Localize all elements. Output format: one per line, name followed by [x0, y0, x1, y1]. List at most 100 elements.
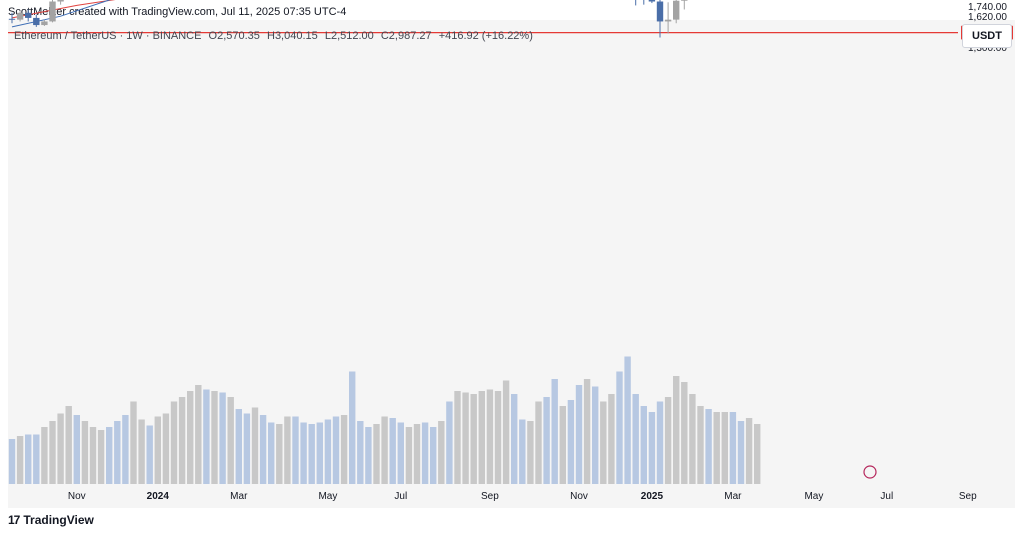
volume-bar [502, 380, 510, 484]
volume-bar [729, 412, 737, 484]
low-value: 2,512.00 [330, 30, 374, 42]
volume-bar [446, 401, 453, 484]
time-tick-label: 2025 [641, 491, 664, 502]
volume-bar [122, 415, 129, 484]
volume-bar [527, 421, 534, 484]
volume-bar [340, 415, 348, 484]
alert-icon [863, 465, 877, 479]
tradingview-logo-icon: 17 [8, 513, 20, 527]
volume-bar [227, 397, 234, 484]
close-value: 2,987.27 [388, 30, 432, 42]
volume-bar [737, 421, 745, 484]
symbol-name: Ethereum / TetherUS · 1W · BINANCE [14, 30, 202, 42]
time-tick-label: Sep [481, 491, 499, 502]
volume-bar [640, 406, 647, 484]
volume-bar [648, 412, 656, 484]
volume-bar [705, 409, 712, 484]
volume-bar [535, 401, 542, 484]
volume-bar [454, 391, 461, 484]
volume-bar [219, 392, 226, 484]
candle-body [41, 21, 48, 26]
volume-bar [745, 418, 753, 484]
volume-bar [567, 400, 575, 484]
volume-bar [754, 424, 761, 484]
change-value: +416.92 (+16.22%) [438, 30, 533, 42]
volume-bar [608, 394, 615, 484]
volume-bar [316, 422, 323, 484]
moving-averages [11, 0, 116, 28]
volume-bar [89, 427, 97, 484]
volume-bar [632, 394, 639, 484]
time-tick-label: May [804, 491, 823, 502]
time-tick-label: Nov [68, 491, 86, 502]
volume-bar [195, 385, 202, 484]
high-value: 3,040.15 [274, 30, 318, 42]
volume-bar [33, 434, 40, 484]
volume-bar [146, 425, 153, 484]
volume-bar [721, 412, 728, 484]
volume-bar [49, 421, 56, 484]
volume-bar [235, 409, 242, 484]
candle-body [57, 0, 64, 2]
volume-bar [357, 421, 364, 484]
volume-bar [470, 394, 477, 484]
volume-bar [81, 421, 89, 484]
volume-bar [8, 439, 16, 484]
volume-bar [268, 422, 275, 484]
volume-bar [397, 422, 404, 484]
candle-body [664, 19, 672, 22]
high-label: H [266, 30, 275, 42]
volume-bar [575, 385, 583, 484]
volume-bar [551, 379, 558, 484]
time-tick-label: Jul [394, 491, 407, 502]
volume-bar [65, 406, 72, 484]
time-tick-label: May [318, 491, 337, 502]
candle-body [673, 0, 680, 20]
candles [8, 0, 688, 38]
volume-bar [494, 391, 502, 484]
volume-bar [365, 427, 372, 484]
volume-bar [664, 397, 672, 484]
candle-body [25, 12, 32, 18]
price-tick-label: 1,740.00 [968, 2, 1007, 13]
volume-bar [689, 394, 696, 484]
volume-bar [421, 422, 429, 484]
volume-bar [486, 389, 494, 484]
volume-bar [162, 413, 170, 484]
volume-bar [583, 379, 591, 484]
fast-ma-line [11, 0, 111, 28]
volume-bar [154, 416, 161, 484]
volume-bar [349, 371, 356, 484]
open-value: 2,570.35 [217, 30, 260, 42]
volume-bar [324, 419, 332, 484]
volume-bar [16, 436, 24, 484]
currency-button[interactable]: USDT [962, 24, 1012, 48]
price-tick-label: 1,900.00 [968, 0, 1007, 1]
volume-bar [308, 424, 315, 484]
volume-bar [138, 419, 145, 484]
volume-bar [624, 356, 631, 484]
volume-bar [73, 415, 80, 484]
volume-bar [41, 427, 48, 484]
time-axis: Nov 2024 Mar May Jul Sep Nov 2025 Mar May Jul Sep [68, 491, 977, 502]
volume-bar [259, 415, 267, 484]
volume-bar [430, 427, 437, 484]
time-tick-label: Mar [724, 491, 742, 502]
open-label: O [208, 30, 218, 42]
symbol-legend[interactable]: Ethereum / TetherUS · 1W · BINANCE O2,57… [14, 30, 533, 42]
volume-bar [187, 391, 194, 484]
volume-bar [251, 407, 259, 484]
volume-bar [656, 401, 664, 484]
time-tick-label: Jul [880, 491, 893, 502]
volume-bar [243, 413, 251, 484]
slow-ma-line [11, 0, 116, 19]
volume-bar [600, 401, 607, 484]
volume-bar [697, 406, 704, 484]
price-tick-label: 1,300.00 [968, 43, 1007, 54]
volume-bar [543, 397, 550, 484]
volume-bar [413, 424, 421, 484]
volume-bar [203, 389, 210, 484]
candle-body [49, 1, 56, 22]
candle-body [681, 0, 688, 1]
